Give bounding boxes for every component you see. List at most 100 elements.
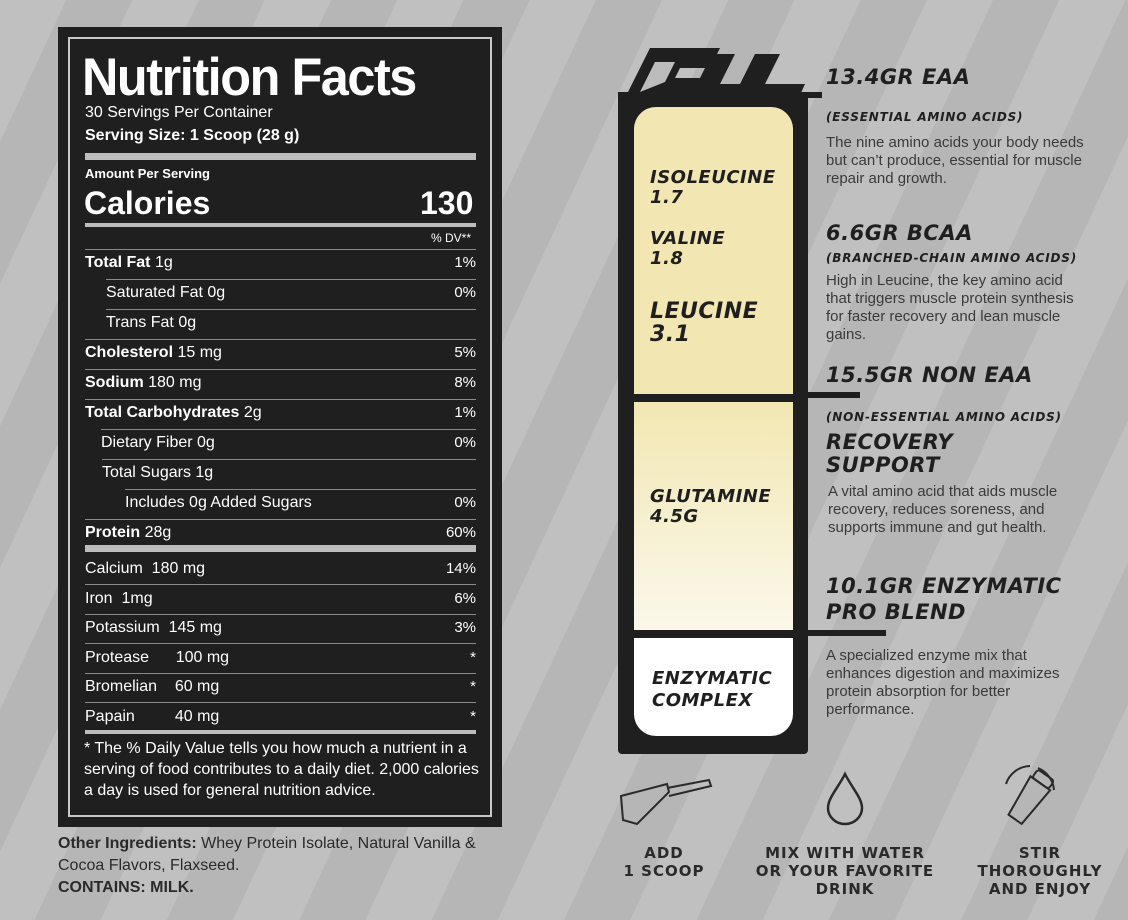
scoop-icon — [619, 778, 713, 826]
divider-medium — [85, 730, 476, 734]
nutrient-amount: 180 mg — [148, 374, 202, 391]
eaa-fill-section — [634, 107, 793, 394]
mineral-row: Calcium 180 mg 14% — [85, 556, 476, 584]
nutrient-name: Cholesterol — [85, 344, 174, 361]
row-divider — [85, 672, 476, 674]
step-line: MIX WITH WATER — [765, 844, 925, 862]
calories-value: 130 — [420, 185, 474, 221]
step-line: AND ENJOY — [988, 880, 1092, 898]
dv-header: % DV** — [431, 231, 472, 245]
non-eaa-subheading: (NON-ESSENTIAL AMINO ACIDS) — [826, 410, 1062, 424]
contains-allergen: CONTAINS: MILK. — [58, 879, 194, 896]
amino-value: 1.7 — [650, 187, 684, 208]
step-line: 1 SCOOP — [623, 862, 705, 880]
recovery-heading-line: SUPPORT — [826, 453, 940, 477]
eaa-heading: 13.4GR EAA — [826, 65, 971, 89]
nutrient-row: Includes 0g Added Sugars 0% — [85, 490, 476, 518]
nutrient-label: Total Sugars 1g — [102, 464, 213, 482]
mineral-dv: * — [470, 678, 476, 695]
divider-thick — [85, 545, 476, 552]
water-drop-icon — [826, 771, 864, 826]
other-ingredients: Other Ingredients: Whey Protein Isolate,… — [58, 833, 488, 899]
non-eaa-fill-section — [634, 402, 793, 630]
amino-value: 4.5G — [650, 506, 699, 527]
amino-value: 3.1 — [650, 322, 691, 347]
nutrient-label: Saturated Fat 0g — [106, 284, 225, 302]
nutrient-row: Sodium 180 mg 8% — [85, 370, 476, 398]
step-stir: STIR THOROUGHLY AND ENJOY — [960, 844, 1120, 898]
nutrient-dv: 60% — [445, 524, 476, 541]
nutrition-panel-border — [68, 37, 492, 817]
nutrient-amount: 1g — [154, 254, 173, 271]
nutrient-label: Dietary Fiber 0g — [101, 434, 215, 452]
step-line: OR YOUR FAVORITE — [755, 862, 935, 880]
row-divider — [101, 429, 476, 430]
mineral-label: Papain 40 mg — [85, 707, 220, 725]
nutrient-label: Cholesterol 15 mg — [85, 344, 222, 362]
enzyme-description: A specialized enzyme mix that enhances d… — [826, 647, 1060, 718]
nutrient-label: Total Fat 1g — [85, 254, 173, 272]
enzyme-heading: 10.1GR ENZYMATIC PRO BLEND — [826, 573, 1062, 625]
amount-per-serving: Amount Per Serving — [85, 166, 210, 181]
enzymatic-line: COMPLEX — [652, 690, 753, 711]
mineral-label: Protease 100 mg — [85, 648, 230, 666]
enzyme-heading-line: PRO BLEND — [826, 600, 966, 624]
mineral-dv: 3% — [454, 619, 476, 636]
enzyme-heading-line: 10.1GR ENZYMATIC — [826, 574, 1062, 598]
nutrient-amount: 2g — [243, 404, 262, 421]
amino-value: 1.8 — [650, 248, 684, 269]
nutrient-row: Total Sugars 1g — [85, 460, 476, 488]
amino-name: ISOLEUCINE — [650, 167, 776, 188]
divider-thin — [85, 249, 476, 250]
amino-leucine: LEUCINE 3.1 — [650, 300, 758, 346]
nutrient-amount: 28g — [144, 524, 172, 541]
bcaa-description: High in Leucine, the key amino acid that… — [826, 272, 1074, 343]
step-mix-water: MIX WITH WATER OR YOUR FAVORITE DRINK — [740, 844, 950, 898]
nutrient-name: Protein — [85, 524, 141, 541]
non-eaa-description: A vital amino acid that aids muscle reco… — [828, 483, 1058, 536]
divider-thick — [85, 153, 476, 160]
nutrient-row: Total Carbohydrates 2g 1% — [85, 400, 476, 428]
nutrient-amount: Saturated Fat 0g — [106, 284, 226, 301]
mineral-row: Iron 1mg 6% — [85, 586, 476, 614]
amino-name: GLUTAMINE — [650, 486, 772, 507]
row-divider — [85, 339, 476, 340]
mineral-label: Calcium 180 mg — [85, 560, 206, 577]
nutrient-dv: 0% — [454, 284, 476, 301]
nutrient-name: Total Carbohydrates — [85, 404, 240, 421]
row-divider — [85, 399, 476, 400]
nutrient-row: Saturated Fat 0g 0% — [85, 280, 476, 308]
nutrient-row: Total Fat 1g 1% — [85, 250, 476, 278]
brand-logo-icon — [628, 48, 805, 95]
enzymatic-fill-section — [634, 638, 793, 736]
row-divider — [106, 309, 476, 310]
mineral-dv: 14% — [445, 560, 476, 577]
nutrient-label: Protein 28g — [85, 524, 171, 542]
row-divider — [85, 643, 476, 644]
nutrient-row: Protein 28g 60% — [85, 520, 476, 548]
nutrient-dv: 0% — [454, 494, 476, 511]
recovery-support-heading: RECOVERY SUPPORT — [826, 431, 953, 477]
footnote: * The % Daily Value tells you how much a… — [84, 740, 479, 799]
nutrient-label: Includes 0g Added Sugars — [125, 494, 312, 512]
row-divider — [85, 613, 476, 615]
nutrient-amount: 15 mg — [177, 344, 222, 361]
ingredients-text: Whey Protein Isolate, Natural Vanilla & … — [58, 835, 476, 874]
row-divider — [102, 459, 476, 460]
amino-valine: VALINE 1.8 — [650, 229, 725, 269]
mineral-row: Bromelian 60 mg * — [85, 674, 476, 702]
nutrient-amount: Includes 0g Added Sugars — [125, 494, 312, 511]
nutrient-row: Cholesterol 15 mg 5% — [85, 340, 476, 368]
shaker-icon — [1005, 765, 1055, 826]
ingredients-label: Other Ingredients: — [58, 835, 197, 852]
mineral-row: Papain 40 mg * — [85, 704, 476, 732]
nutrient-dv: 0% — [454, 434, 476, 451]
nutrient-name: Total Fat — [85, 254, 151, 271]
step-line: ADD — [644, 844, 684, 862]
bcaa-subheading: (BRANCHED-CHAIN AMINO ACIDS) — [826, 251, 1078, 265]
nutrient-dv: 5% — [454, 344, 476, 361]
recovery-heading-line: RECOVERY — [826, 430, 954, 454]
row-divider — [106, 279, 476, 280]
connector-line — [800, 392, 860, 398]
mineral-label: Potassium 145 mg — [85, 619, 222, 636]
